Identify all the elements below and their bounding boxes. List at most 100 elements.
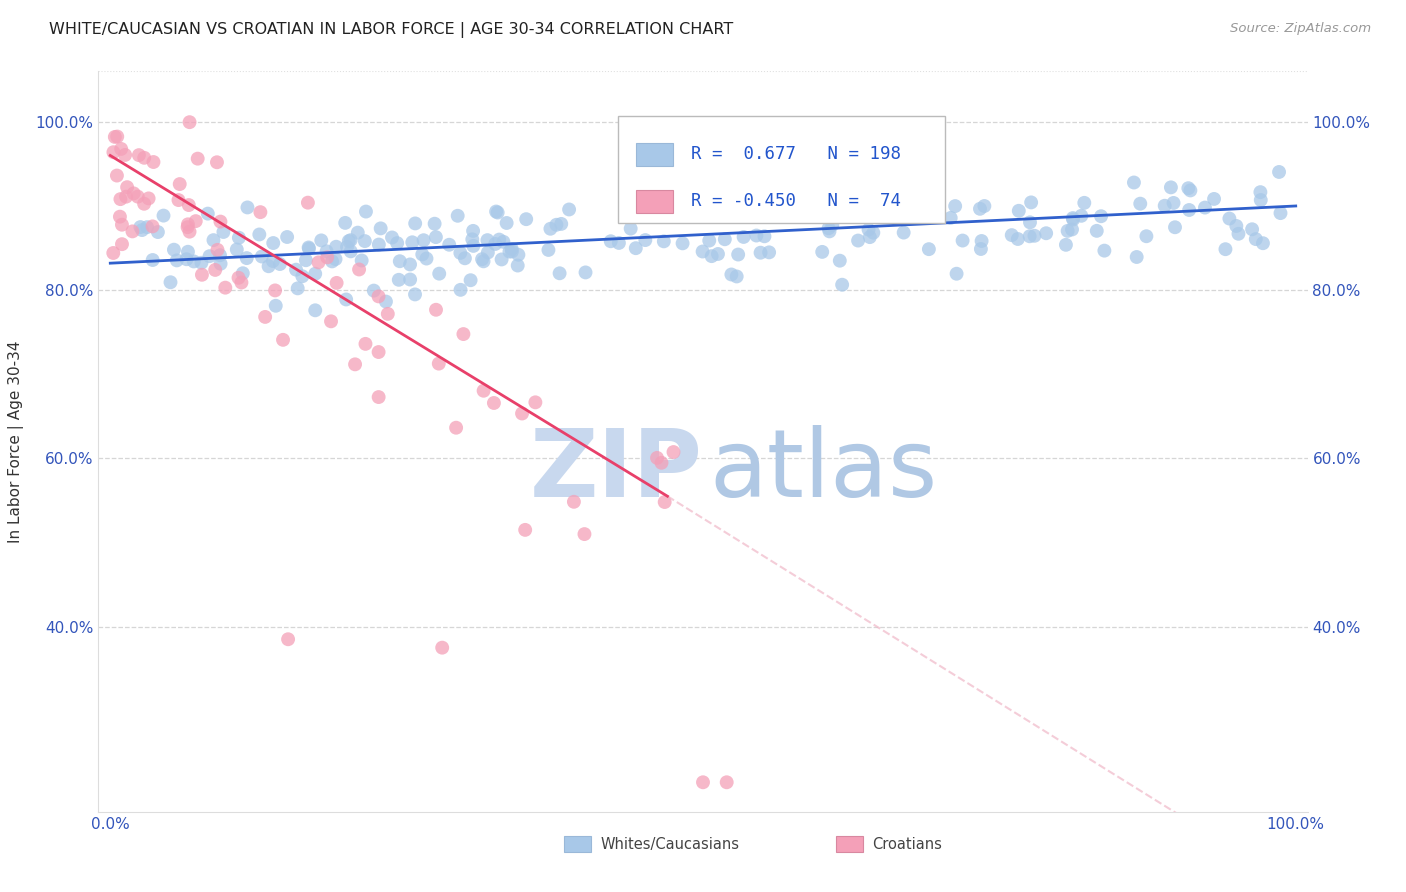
Point bbox=[662, 445, 685, 459]
Point bbox=[477, 245, 499, 260]
Point bbox=[304, 267, 326, 281]
Point bbox=[399, 257, 422, 271]
Point bbox=[821, 218, 844, 232]
Point bbox=[471, 252, 494, 267]
Point bbox=[1244, 232, 1267, 246]
Point bbox=[121, 224, 143, 238]
Point bbox=[111, 237, 134, 252]
Point bbox=[179, 225, 201, 239]
Point bbox=[337, 234, 360, 248]
Point bbox=[634, 233, 657, 247]
Point bbox=[472, 384, 495, 398]
Point bbox=[970, 234, 993, 248]
Point bbox=[727, 247, 749, 261]
Point bbox=[412, 233, 434, 247]
Point bbox=[110, 192, 132, 206]
Text: R = -0.450   N =  74: R = -0.450 N = 74 bbox=[690, 193, 901, 211]
Point bbox=[152, 209, 174, 223]
Point bbox=[427, 267, 450, 281]
Point bbox=[444, 421, 467, 435]
Point bbox=[515, 212, 537, 227]
Point bbox=[453, 327, 475, 342]
Point bbox=[574, 265, 596, 279]
Point bbox=[423, 217, 446, 231]
Point bbox=[432, 640, 454, 655]
Point bbox=[232, 266, 254, 280]
Point bbox=[344, 357, 367, 371]
Point bbox=[1035, 226, 1057, 240]
Point bbox=[179, 115, 201, 129]
Point bbox=[550, 217, 572, 231]
Point bbox=[138, 191, 160, 205]
Point bbox=[308, 255, 330, 269]
Point bbox=[619, 183, 641, 197]
Point bbox=[716, 209, 738, 223]
Point bbox=[1007, 232, 1029, 246]
Point bbox=[298, 240, 321, 254]
Point bbox=[257, 259, 280, 273]
Point bbox=[209, 214, 232, 228]
Point bbox=[733, 230, 755, 244]
Point bbox=[262, 254, 284, 268]
Point bbox=[110, 142, 132, 156]
Point bbox=[367, 345, 389, 359]
Point bbox=[461, 232, 484, 246]
Point bbox=[501, 244, 523, 259]
Point bbox=[1202, 192, 1225, 206]
Point bbox=[697, 234, 720, 248]
Point bbox=[952, 234, 974, 248]
Point bbox=[1024, 228, 1046, 243]
Point bbox=[863, 203, 886, 218]
Point bbox=[1249, 185, 1271, 199]
Point bbox=[969, 202, 991, 216]
Point bbox=[425, 230, 447, 244]
Point bbox=[510, 407, 533, 421]
Point bbox=[1178, 202, 1201, 217]
Point bbox=[264, 299, 287, 313]
Point bbox=[167, 193, 190, 207]
Point bbox=[775, 208, 797, 222]
Point bbox=[1070, 209, 1092, 223]
Point bbox=[134, 196, 156, 211]
Point bbox=[262, 235, 284, 250]
Point bbox=[599, 234, 621, 248]
Point bbox=[973, 199, 995, 213]
Point bbox=[1270, 206, 1292, 220]
Point bbox=[190, 256, 212, 270]
Point bbox=[136, 220, 159, 235]
Point bbox=[484, 236, 506, 251]
Point bbox=[652, 235, 675, 249]
Point bbox=[146, 225, 169, 239]
Point bbox=[1019, 215, 1042, 229]
Point bbox=[354, 336, 377, 351]
Point bbox=[205, 155, 228, 169]
Point bbox=[970, 242, 993, 256]
Point bbox=[1160, 180, 1182, 194]
Point bbox=[461, 224, 484, 238]
Point bbox=[202, 233, 225, 247]
Point bbox=[131, 223, 153, 237]
Point bbox=[745, 228, 768, 243]
Point bbox=[460, 273, 482, 287]
Point bbox=[105, 129, 128, 144]
Point bbox=[1153, 199, 1175, 213]
Point bbox=[311, 234, 333, 248]
Point bbox=[918, 242, 941, 256]
Point bbox=[538, 221, 561, 235]
Point bbox=[183, 254, 205, 268]
Point bbox=[828, 253, 851, 268]
Point bbox=[377, 307, 399, 321]
Point bbox=[347, 262, 370, 277]
Point bbox=[1194, 201, 1216, 215]
Point bbox=[620, 221, 643, 235]
Point bbox=[291, 269, 314, 284]
Point bbox=[714, 232, 737, 246]
Point bbox=[1019, 195, 1042, 210]
Point bbox=[450, 283, 472, 297]
Text: Whites/Caucasians: Whites/Caucasians bbox=[600, 837, 740, 852]
Point bbox=[1180, 183, 1202, 197]
Point bbox=[346, 226, 368, 240]
Point bbox=[236, 201, 259, 215]
Point bbox=[191, 268, 214, 282]
Point bbox=[811, 244, 834, 259]
